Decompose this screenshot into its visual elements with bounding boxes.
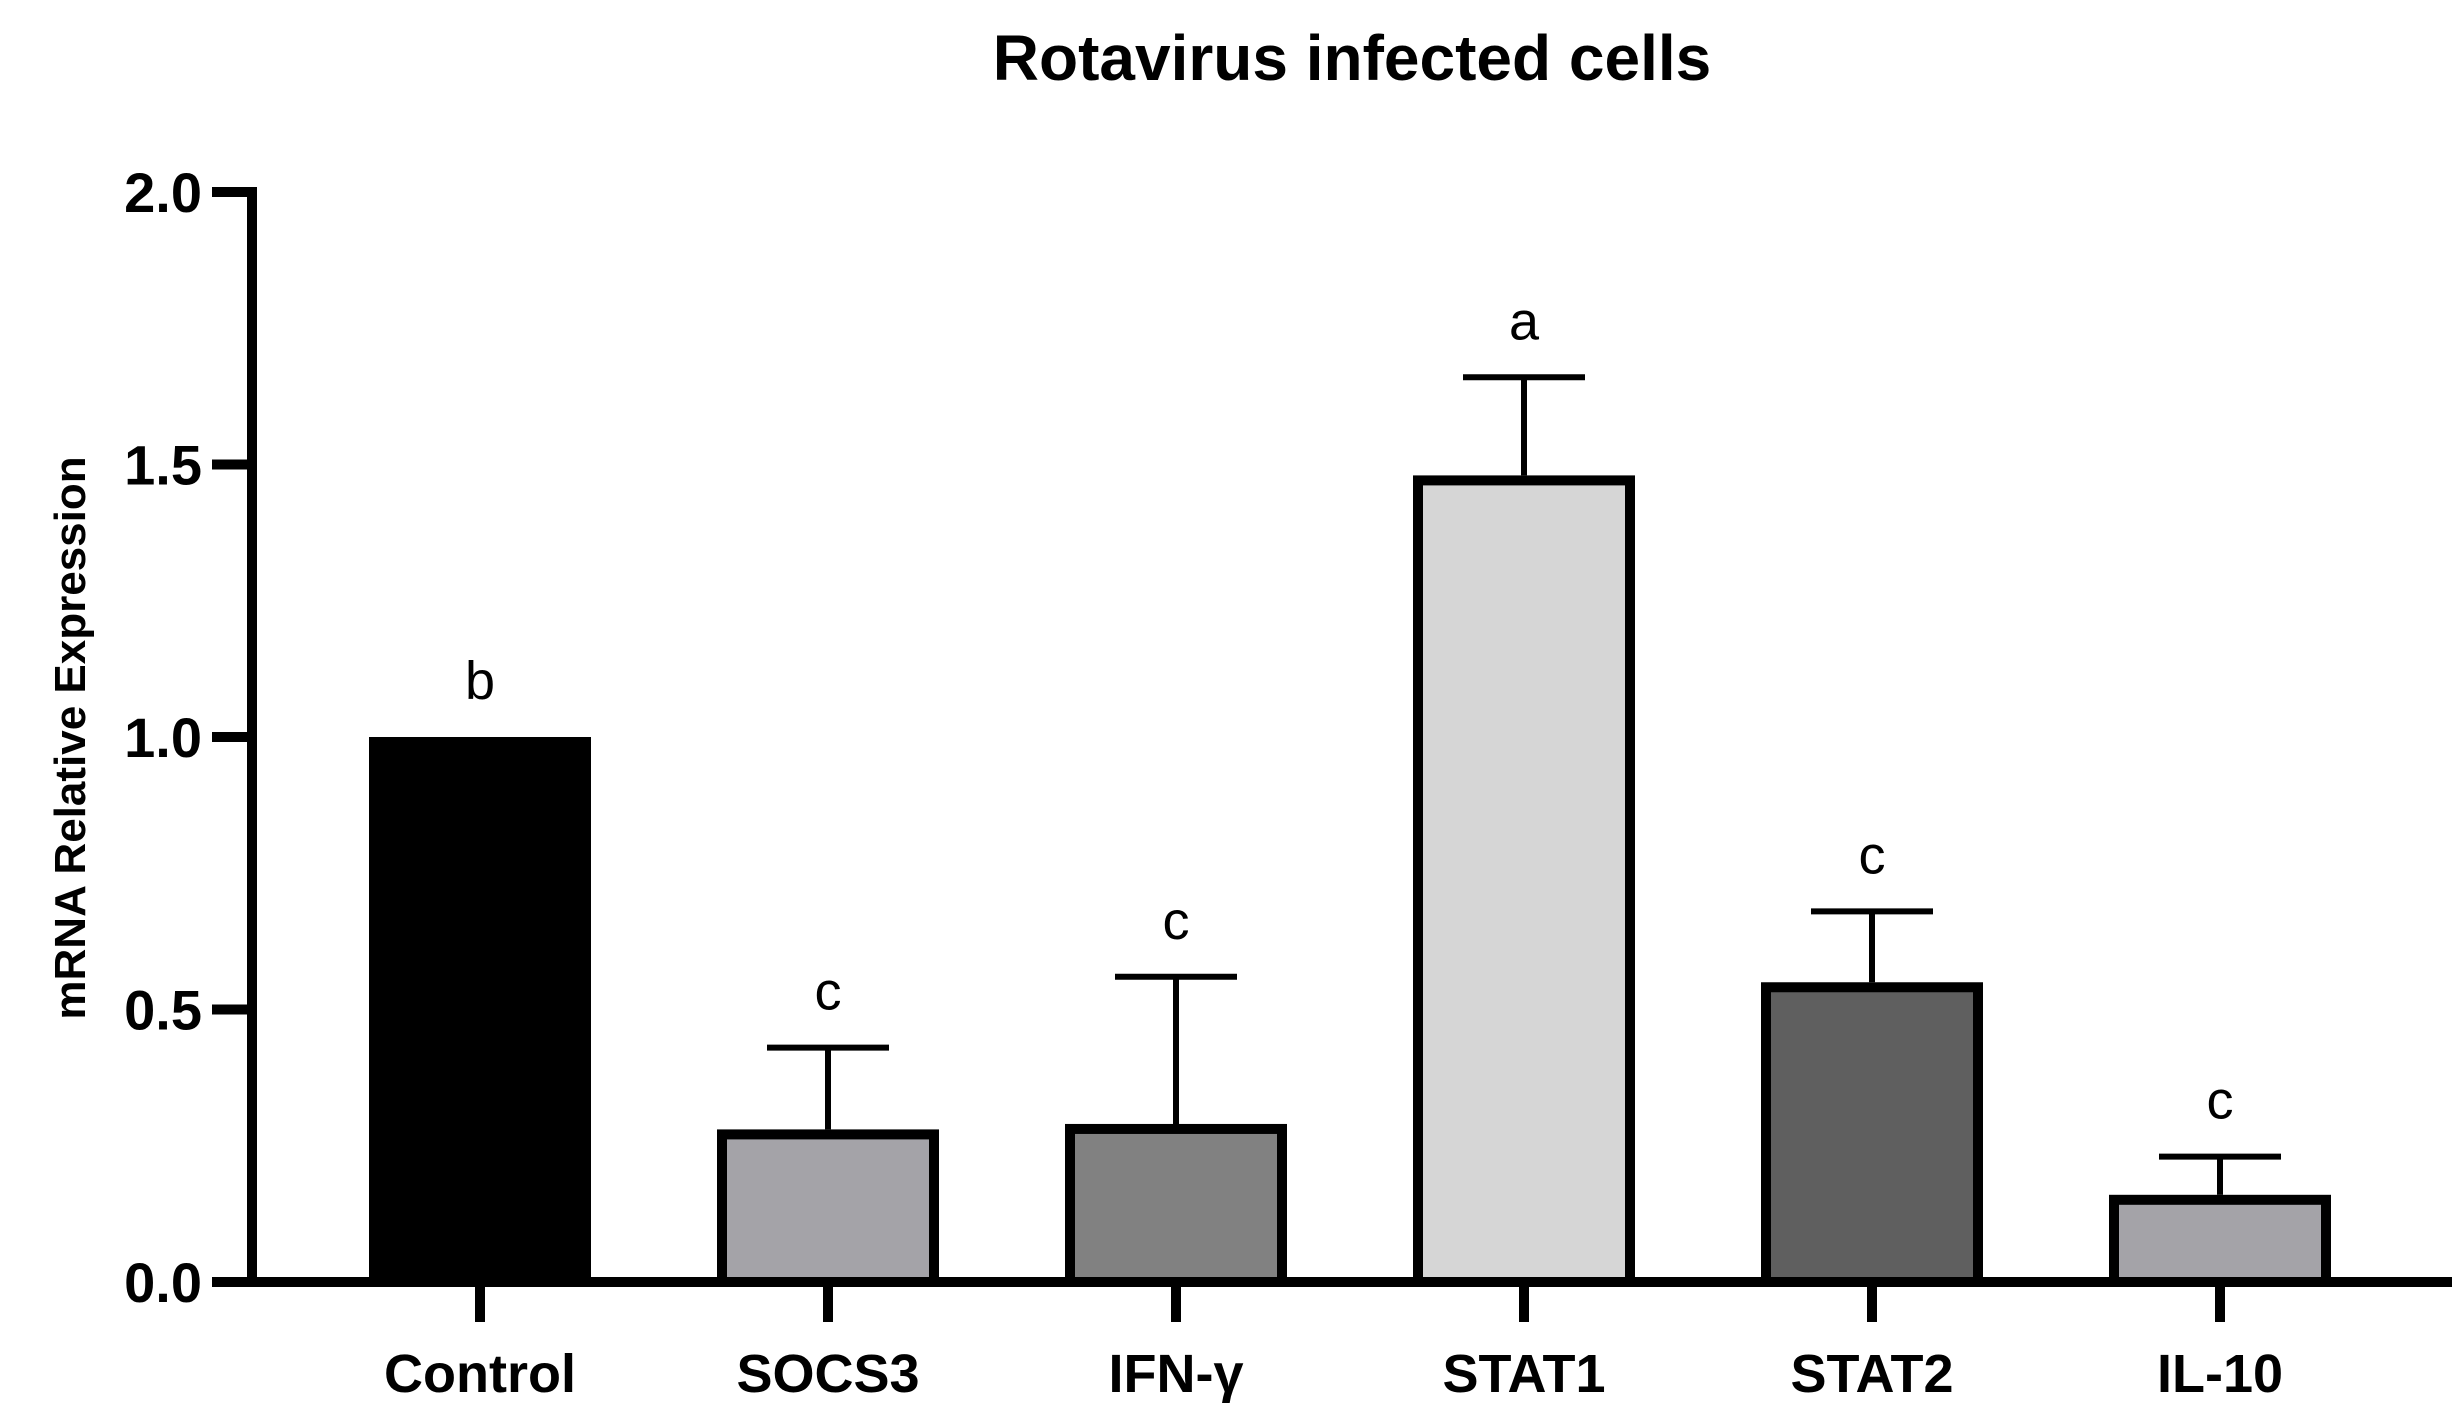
y-tick-label: 0.5: [124, 979, 202, 1042]
y-tick-label: 1.5: [124, 434, 202, 497]
y-tick-label: 1.0: [124, 706, 202, 769]
x-tick-label: STAT1: [1442, 1344, 1605, 1404]
x-tick-label: STAT2: [1790, 1344, 1953, 1404]
significance-label: c: [815, 962, 842, 1022]
y-axis-label: mRNA Relative Expression: [46, 456, 95, 1019]
x-tick-label: IFN-γ: [1109, 1344, 1244, 1404]
bar: [369, 737, 591, 1282]
chart-title: Rotavirus infected cells: [993, 22, 1711, 94]
x-tick-label: IL-10: [2157, 1344, 2283, 1404]
significance-label: c: [1163, 891, 1190, 951]
y-tick-label: 0.0: [124, 1251, 202, 1314]
bar: [1761, 982, 1983, 1287]
bar: [1413, 475, 1635, 1287]
significance-label: b: [465, 651, 495, 711]
y-tick-label: 2.0: [124, 161, 202, 224]
significance-label: c: [2207, 1071, 2234, 1131]
bar: [2109, 1194, 2331, 1288]
bar: [1065, 1123, 1287, 1287]
bar: [717, 1129, 939, 1288]
x-tick-label: SOCS3: [736, 1344, 919, 1404]
plot-area: b Control c SOCS3 c IFN-γ a STAT1 c STAT2 c IL-10 0.…: [124, 161, 2452, 1404]
significance-label: a: [1509, 291, 1540, 351]
x-tick-label: Control: [384, 1344, 576, 1404]
significance-label: c: [1859, 825, 1886, 885]
